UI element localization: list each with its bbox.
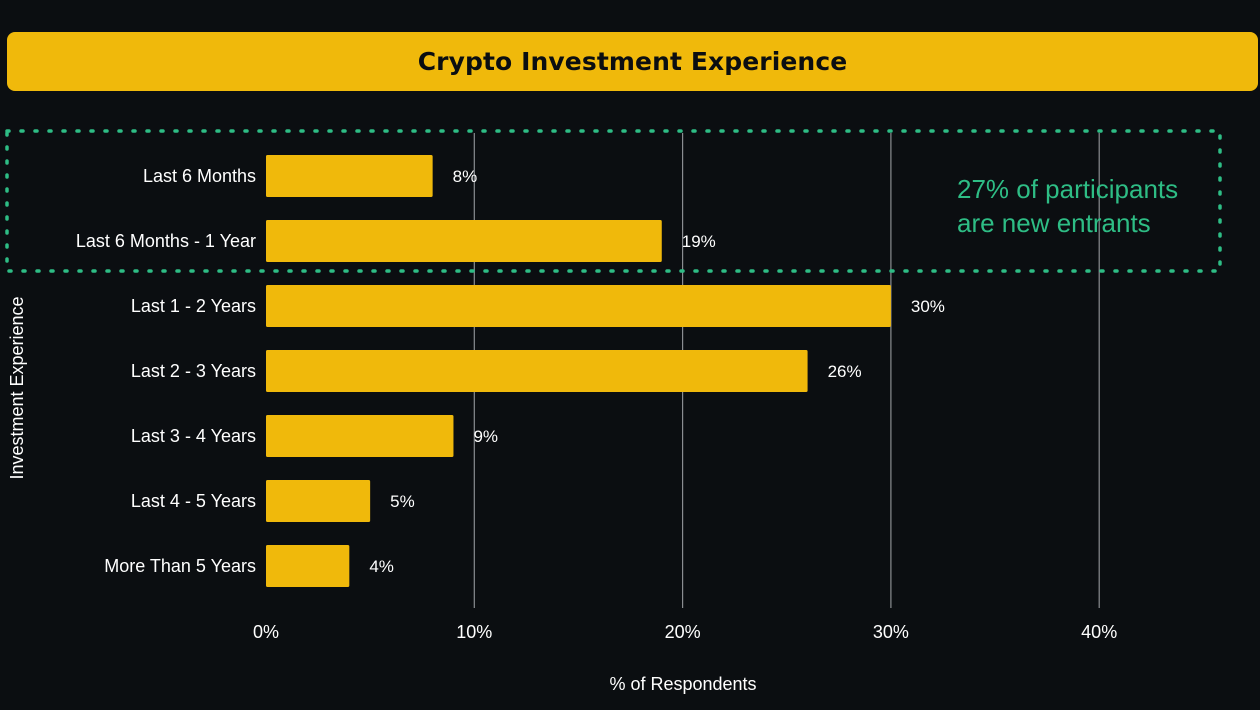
value-label: 9% <box>473 427 498 446</box>
annotation-line-2: are new entrants <box>957 208 1151 238</box>
x-axis-label: % of Respondents <box>609 674 756 694</box>
annotation-line-1: 27% of participants <box>957 174 1178 204</box>
bar <box>266 545 350 587</box>
category-label: Last 4 - 5 Years <box>131 491 256 511</box>
category-label: Last 1 - 2 Years <box>131 296 256 316</box>
value-labels: 8% 19% 30% 26% 9% 5% 4% <box>369 167 945 576</box>
bar <box>266 415 454 457</box>
highlight-box <box>5 129 1222 273</box>
x-tick-label: 10% <box>456 622 492 642</box>
category-labels: Last 6 Months Last 6 Months - 1 Year Last … <box>76 166 256 576</box>
x-tick-label: 20% <box>665 622 701 642</box>
category-label: Last 3 - 4 Years <box>131 426 256 446</box>
bar <box>266 285 891 327</box>
bars <box>266 155 891 587</box>
y-axis-label: Investment Experience <box>7 296 27 479</box>
chart-title: Crypto Investment Experience <box>417 47 848 76</box>
value-label: 26% <box>828 362 862 381</box>
title-banner: Crypto Investment Experience <box>7 32 1258 91</box>
value-label: 4% <box>369 557 394 576</box>
bar <box>266 155 433 197</box>
category-label: Last 2 - 3 Years <box>131 361 256 381</box>
category-label: Last 6 Months <box>143 166 256 186</box>
value-label: 19% <box>682 232 716 251</box>
category-label: Last 6 Months - 1 Year <box>76 231 256 251</box>
x-tick-label: 30% <box>873 622 909 642</box>
bar <box>266 480 371 522</box>
value-label: 30% <box>911 297 945 316</box>
value-label: 8% <box>453 167 478 186</box>
annotation: 27% of participants are new entrants <box>5 129 1222 273</box>
value-label: 5% <box>390 492 415 511</box>
x-tick-label: 40% <box>1081 622 1117 642</box>
x-tick-label: 0% <box>253 622 279 642</box>
category-label: More Than 5 Years <box>104 556 256 576</box>
bar <box>266 350 808 392</box>
bar <box>266 220 662 262</box>
x-tick-labels: 0% 10% 20% 30% 40% <box>253 622 1117 642</box>
